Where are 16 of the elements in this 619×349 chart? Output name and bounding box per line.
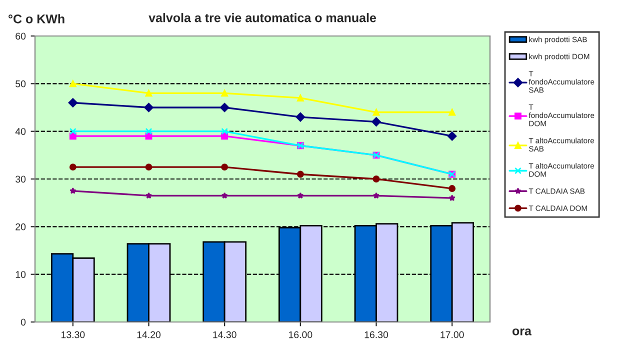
y-axis-title: °C o KWh [8, 14, 64, 24]
y-tick-label: 50 [16, 80, 26, 88]
x-tick-label: 17.00 [440, 331, 464, 338]
y-tick-label: 20 [16, 223, 26, 230]
x-tick-label: 16.30 [364, 331, 388, 338]
x-tick-label: 14.30 [213, 331, 236, 338]
y-tick-label: 0 [20, 318, 26, 326]
x-tick-label: 16.00 [288, 331, 312, 338]
y-tick-label: 60 [16, 32, 26, 40]
chart-title: valvola a tre vie automatica o manuale [148, 13, 376, 22]
y-tick-label: 30 [16, 176, 26, 183]
x-axis-title: ora [512, 328, 532, 336]
y-tick-label: 10 [16, 271, 26, 278]
x-tick-label: 13.30 [61, 331, 85, 338]
x-tick-label: 14.20 [137, 331, 161, 338]
y-tick-label: 40 [15, 128, 26, 135]
